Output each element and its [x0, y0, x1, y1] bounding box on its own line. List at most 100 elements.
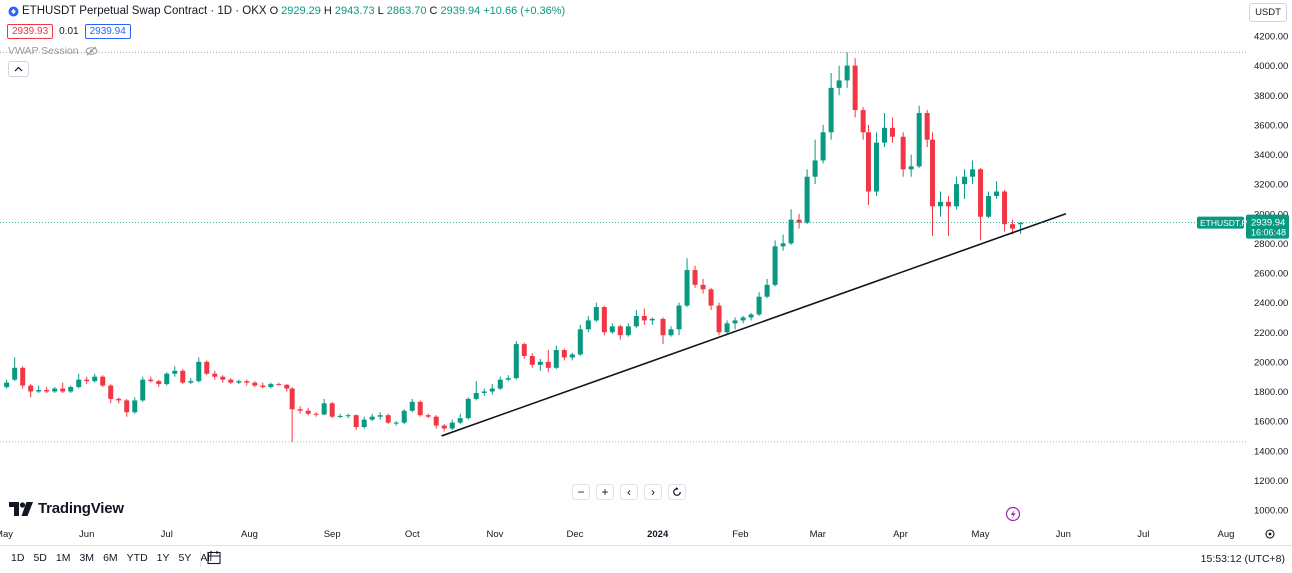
period-3m[interactable]: 3M	[79, 552, 95, 564]
calendar-icon[interactable]	[207, 550, 221, 565]
clock[interactable]: 15:53:12 (UTC+8)	[1200, 553, 1285, 565]
symbol-title[interactable]: ETHUSDT Perpetual Swap Contract · 1D · O…	[22, 5, 267, 17]
candle	[345, 413, 351, 419]
candle	[297, 406, 303, 414]
candle-body	[252, 382, 258, 386]
candle	[796, 213, 802, 229]
reset-button[interactable]	[668, 484, 686, 500]
candle	[700, 278, 706, 294]
currency-selector[interactable]: USDT	[1249, 3, 1287, 22]
y-tick-label: 1800.00	[1254, 387, 1288, 398]
period-ytd[interactable]: YTD	[126, 552, 148, 564]
candle-body	[204, 361, 210, 374]
candle	[994, 181, 1000, 199]
candle	[641, 308, 647, 325]
x-tick-label: 2024	[647, 529, 669, 540]
candle	[820, 124, 826, 164]
candle	[986, 191, 992, 219]
indicator-legend[interactable]: VWAP Session	[8, 45, 98, 57]
period-5d[interactable]: 5D	[33, 552, 47, 564]
candle	[385, 413, 391, 425]
close-value: 2939.94	[440, 5, 481, 17]
candle-body	[132, 400, 138, 413]
candle-body	[449, 422, 455, 429]
period-6m[interactable]: 6M	[103, 552, 118, 564]
candle	[601, 305, 607, 336]
candle-body	[92, 376, 98, 382]
tradingview-logo-icon	[9, 501, 33, 516]
zoom-out-button[interactable]: −	[572, 484, 590, 500]
candle	[100, 375, 106, 388]
indicator-name[interactable]: VWAP Session	[8, 45, 79, 57]
candle-body	[148, 379, 154, 382]
candle	[978, 167, 984, 241]
candle	[188, 378, 194, 385]
brand-logo[interactable]: TradingView	[9, 500, 124, 517]
candle	[276, 382, 282, 386]
candle	[52, 387, 58, 393]
candle	[108, 384, 114, 404]
candle-body	[764, 284, 770, 297]
candle	[1018, 222, 1024, 234]
candle	[633, 310, 639, 328]
scroll-forward-button[interactable]: ›	[644, 484, 662, 500]
candle	[708, 287, 714, 311]
flash-icon[interactable]	[1005, 506, 1021, 522]
candle-body	[497, 379, 503, 389]
candle-body	[788, 219, 794, 244]
zoom-in-button[interactable]: +	[596, 484, 614, 500]
candle-body	[962, 176, 968, 185]
buy-button[interactable]: 2939.94	[84, 24, 131, 39]
candle	[873, 132, 879, 196]
candle-body	[60, 388, 66, 392]
candle	[457, 413, 463, 425]
candle-body	[521, 344, 527, 356]
y-tick-label: 2600.00	[1254, 269, 1288, 280]
period-1d[interactable]: 1D	[11, 552, 25, 564]
candle	[668, 326, 674, 337]
period-all[interactable]: All	[200, 552, 213, 564]
candle	[425, 413, 431, 419]
y-tick-label: 1600.00	[1254, 417, 1288, 428]
candle-body	[1018, 222, 1024, 225]
candle-body	[828, 87, 834, 133]
candle-body	[585, 320, 591, 330]
x-tick-label: Aug	[241, 529, 258, 540]
candle-body	[345, 415, 351, 417]
high-value: 2943.73	[334, 5, 375, 17]
okx-logo-icon	[8, 6, 19, 16]
candle	[1002, 190, 1008, 232]
period-1m[interactable]: 1M	[55, 552, 71, 564]
candle-body	[284, 384, 290, 389]
trendline[interactable]	[441, 212, 1067, 437]
x-tick-label: May	[0, 529, 13, 540]
candle	[724, 320, 730, 334]
price-axis[interactable]: 4200.00 4000.00 3800.00 3600.00 3400.00 3200.…	[1197, 32, 1289, 517]
candle-body	[889, 127, 895, 137]
eye-hidden-icon[interactable]	[85, 46, 98, 56]
candle	[889, 117, 895, 143]
candle	[313, 412, 319, 417]
sell-button[interactable]: 2939.93	[7, 24, 54, 39]
candle-body	[748, 314, 754, 318]
candle	[764, 278, 770, 299]
candle	[732, 317, 738, 330]
candle	[20, 366, 26, 389]
candle-body	[569, 354, 575, 358]
candle	[497, 376, 503, 391]
candle	[676, 302, 682, 336]
change-value: +10.66 (+0.36%)	[483, 5, 566, 17]
candle	[148, 376, 154, 383]
time-axis[interactable]: May Jun Jul Aug Sep Oct Nov Dec 2024 Feb Mar Apr May…	[0, 529, 1234, 540]
gear-icon[interactable]	[1265, 529, 1275, 539]
high-label: H	[323, 5, 332, 17]
candle-body	[305, 410, 311, 414]
scroll-back-button[interactable]: ‹	[620, 484, 638, 500]
y-tick-label: 1400.00	[1254, 446, 1288, 457]
candle	[716, 302, 722, 336]
period-5y[interactable]: 5Y	[178, 552, 192, 564]
trendline-layer[interactable]	[441, 212, 1067, 437]
period-1y[interactable]: 1Y	[156, 552, 170, 564]
collapse-legend-button[interactable]	[8, 61, 29, 77]
